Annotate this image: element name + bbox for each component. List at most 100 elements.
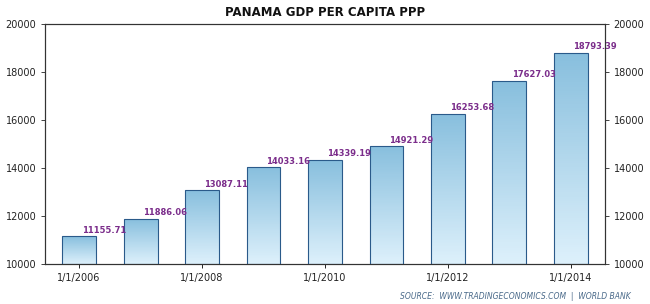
Bar (493, 184, 526, 185)
Bar (431, 254, 465, 255)
Bar (493, 119, 526, 121)
Bar (308, 201, 342, 202)
Bar (185, 249, 219, 250)
Bar (554, 256, 588, 258)
Bar (431, 245, 465, 246)
Bar (493, 107, 526, 109)
Bar (493, 182, 526, 184)
Bar (554, 72, 588, 74)
Bar (370, 171, 404, 172)
Bar (246, 239, 280, 240)
Bar (308, 209, 342, 210)
Bar (554, 173, 588, 175)
Bar (185, 218, 219, 219)
Text: 11155.71: 11155.71 (82, 226, 126, 235)
Title: PANAMA GDP PER CAPITA PPP: PANAMA GDP PER CAPITA PPP (225, 5, 425, 19)
Bar (554, 85, 588, 87)
Bar (370, 235, 404, 236)
Bar (431, 127, 465, 129)
Bar (246, 178, 280, 179)
Bar (370, 225, 404, 226)
Bar (185, 233, 219, 234)
Bar (431, 120, 465, 121)
Bar (185, 207, 219, 208)
Bar (554, 57, 588, 59)
Bar (431, 124, 465, 126)
Bar (493, 255, 526, 257)
Bar (370, 154, 404, 155)
Bar (431, 251, 465, 252)
Bar (246, 238, 280, 239)
Bar (246, 212, 280, 213)
Bar (431, 146, 465, 147)
Bar (370, 258, 404, 260)
Bar (431, 126, 465, 127)
Bar (308, 193, 342, 194)
Bar (431, 192, 465, 194)
Bar (246, 177, 280, 178)
Bar (554, 188, 588, 190)
Bar (308, 223, 342, 225)
Bar (185, 223, 219, 224)
Bar (246, 249, 280, 250)
Bar (554, 254, 588, 256)
Bar (554, 66, 588, 68)
Bar (185, 234, 219, 235)
Bar (370, 203, 404, 204)
Bar (554, 178, 588, 180)
Bar (124, 227, 157, 228)
Bar (431, 207, 465, 209)
Bar (185, 246, 219, 247)
Bar (370, 180, 404, 181)
Bar (246, 245, 280, 246)
Bar (493, 97, 526, 99)
Bar (554, 135, 588, 137)
Bar (493, 226, 526, 228)
Bar (431, 246, 465, 248)
Bar (308, 250, 342, 251)
Bar (308, 215, 342, 216)
Bar (370, 204, 404, 205)
Bar (185, 255, 219, 256)
Bar (431, 206, 465, 207)
Bar (370, 219, 404, 220)
Bar (493, 112, 526, 114)
Bar (370, 256, 404, 257)
Bar (554, 114, 588, 116)
Bar (554, 171, 588, 173)
Bar (124, 221, 157, 222)
Text: 14339.19: 14339.19 (328, 150, 371, 158)
Bar (124, 236, 157, 237)
Bar (370, 220, 404, 222)
Bar (185, 258, 219, 259)
Bar (493, 202, 526, 204)
Bar (124, 248, 157, 249)
Bar (370, 242, 404, 243)
Bar (246, 186, 280, 187)
Bar (308, 198, 342, 199)
Bar (246, 193, 280, 195)
Bar (554, 97, 588, 99)
Bar (431, 185, 465, 186)
Bar (124, 249, 157, 250)
Bar (493, 92, 526, 94)
Bar (185, 192, 219, 193)
Bar (493, 195, 526, 196)
Bar (554, 233, 588, 235)
Bar (370, 167, 404, 168)
Bar (124, 229, 157, 230)
Bar (185, 202, 219, 203)
Bar (308, 212, 342, 213)
Bar (308, 231, 342, 232)
Bar (431, 177, 465, 178)
Bar (431, 261, 465, 263)
Bar (308, 216, 342, 217)
Bar (431, 221, 465, 222)
Bar (493, 211, 526, 213)
Bar (246, 173, 280, 174)
Bar (124, 241, 157, 242)
Bar (554, 209, 588, 211)
Bar (493, 231, 526, 233)
Bar (124, 223, 157, 224)
Bar (246, 169, 280, 170)
